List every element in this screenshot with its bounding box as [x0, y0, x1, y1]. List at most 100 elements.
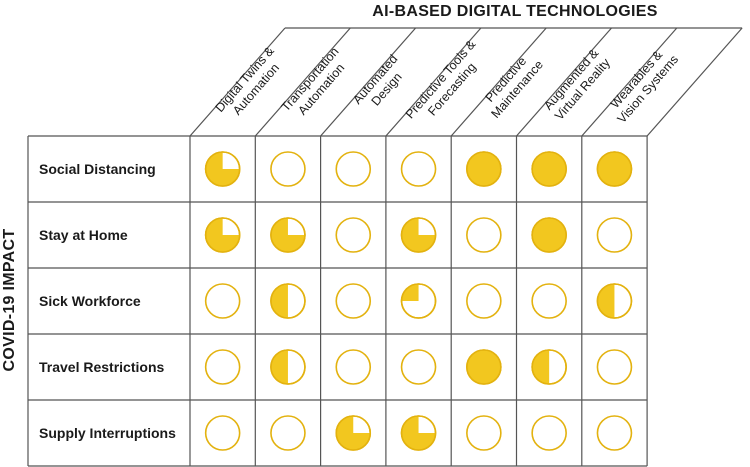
harvey-ball — [531, 415, 567, 451]
row-axis-label: COVID-19 IMPACT — [1, 229, 18, 372]
header-divider — [385, 27, 482, 137]
column-header: AutomatedDesign — [350, 52, 412, 117]
row-label: Travel Restrictions — [39, 359, 164, 375]
harvey-ball-rim — [270, 283, 306, 319]
harvey-ball-outline — [596, 415, 633, 451]
header-divider — [189, 27, 286, 137]
header-divider — [646, 27, 743, 137]
harvey-ball-fill — [401, 416, 436, 450]
harvey-ball — [466, 151, 502, 187]
harvey-ball — [400, 415, 437, 451]
harvey-ball-rim — [596, 283, 633, 319]
harvey-ball — [335, 415, 372, 451]
harvey-ball-outline — [531, 283, 567, 319]
harvey-balls — [204, 151, 633, 451]
harvey-ball-outline — [335, 349, 372, 385]
harvey-ball — [270, 151, 306, 187]
harvey-ball-rim — [204, 217, 241, 253]
harvey-ball — [270, 217, 306, 253]
harvey-ball — [270, 415, 306, 451]
harvey-ball — [204, 151, 241, 187]
header-divider — [254, 27, 351, 137]
harvey-ball-outline — [400, 151, 437, 187]
harvey-ball-outline — [335, 217, 372, 253]
harvey-ball-fill — [466, 349, 502, 385]
harvey-ball-rim — [270, 217, 306, 253]
harvey-ball-outline — [531, 415, 567, 451]
harvey-ball-fill — [531, 217, 567, 253]
harvey-ball-rim — [400, 217, 437, 253]
harvey-ball — [596, 415, 633, 451]
harvey-ball — [270, 349, 306, 385]
harvey-ball — [596, 283, 633, 319]
harvey-ball-outline — [335, 283, 372, 319]
harvey-ball — [531, 349, 567, 385]
harvey-ball-fill — [401, 284, 419, 301]
harvey-ball-outline — [466, 283, 502, 319]
column-header: Digital Twins &Automation — [213, 43, 289, 124]
harvey-ball-outline — [596, 217, 633, 253]
harvey-ball — [400, 349, 437, 385]
harvey-ball-rim — [531, 349, 567, 385]
column-header: Predictive Tools &Forecasting — [403, 37, 490, 131]
harvey-ball-rim — [400, 283, 437, 319]
harvey-ball-fill — [466, 151, 502, 187]
harvey-ball-outline — [204, 283, 241, 319]
harvey-ball-rim — [335, 415, 372, 451]
harvey-ball-rim — [400, 415, 437, 451]
harvey-ball — [400, 283, 437, 319]
harvey-ball-outline — [466, 415, 502, 451]
header-divider — [581, 27, 678, 137]
harvey-ball-outline — [400, 349, 437, 385]
harvey-ball-outline — [335, 151, 372, 187]
harvey-ball-fill — [401, 218, 436, 252]
harvey-ball-outline — [204, 415, 241, 451]
harvey-ball-rim — [270, 349, 306, 385]
harvey-ball — [335, 283, 372, 319]
harvey-ball-outline — [270, 151, 306, 187]
harvey-ball — [466, 349, 502, 385]
harvey-ball — [531, 217, 567, 253]
row-label: Social Distancing — [39, 161, 156, 177]
row-label: Stay at Home — [39, 227, 128, 243]
header-divider — [450, 27, 547, 137]
row-label: Supply Interruptions — [39, 425, 176, 441]
harvey-ball — [400, 151, 437, 187]
harvey-ball — [204, 283, 241, 319]
harvey-ball-outline — [596, 349, 633, 385]
harvey-ball-fill — [532, 350, 550, 384]
harvey-ball-fill — [270, 218, 305, 252]
grid-lines — [27, 27, 743, 467]
harvey-ball-fill — [270, 350, 288, 384]
harvey-ball-fill — [270, 284, 288, 318]
harvey-ball — [596, 217, 633, 253]
harvey-ball — [596, 349, 633, 385]
header-divider — [516, 27, 612, 137]
column-header: Wearables &Vision Systems — [603, 43, 681, 126]
harvey-ball — [204, 415, 241, 451]
row-label: Sick Workforce — [39, 293, 141, 309]
harvey-ball — [335, 217, 372, 253]
harvey-ball — [531, 151, 567, 187]
harvey-ball — [466, 415, 502, 451]
harvey-ball — [270, 283, 306, 319]
column-header: Augmented &Virtual Reality — [541, 45, 614, 123]
column-header: PredictiveMaintenance — [477, 48, 546, 121]
harvey-ball — [596, 151, 633, 187]
harvey-ball-fill — [205, 152, 240, 186]
row-labels: Social Distancing Stay at Home Sick Workfo… — [39, 161, 176, 441]
header-divider — [320, 27, 417, 137]
harvey-ball — [466, 283, 502, 319]
harvey-ball-outline — [204, 349, 241, 385]
harvey-ball-fill — [336, 416, 371, 450]
harvey-ball — [466, 217, 502, 253]
harvey-ball — [335, 151, 372, 187]
harvey-ball — [400, 217, 437, 253]
harvey-ball — [335, 349, 372, 385]
harvey-ball-fill — [597, 284, 615, 318]
harvey-ball — [204, 349, 241, 385]
harvey-ball — [204, 217, 241, 253]
harvey-ball-outline — [270, 415, 306, 451]
harvey-ball-outline — [466, 217, 502, 253]
column-headers: Digital Twins &AutomationTransportationA… — [213, 37, 681, 131]
